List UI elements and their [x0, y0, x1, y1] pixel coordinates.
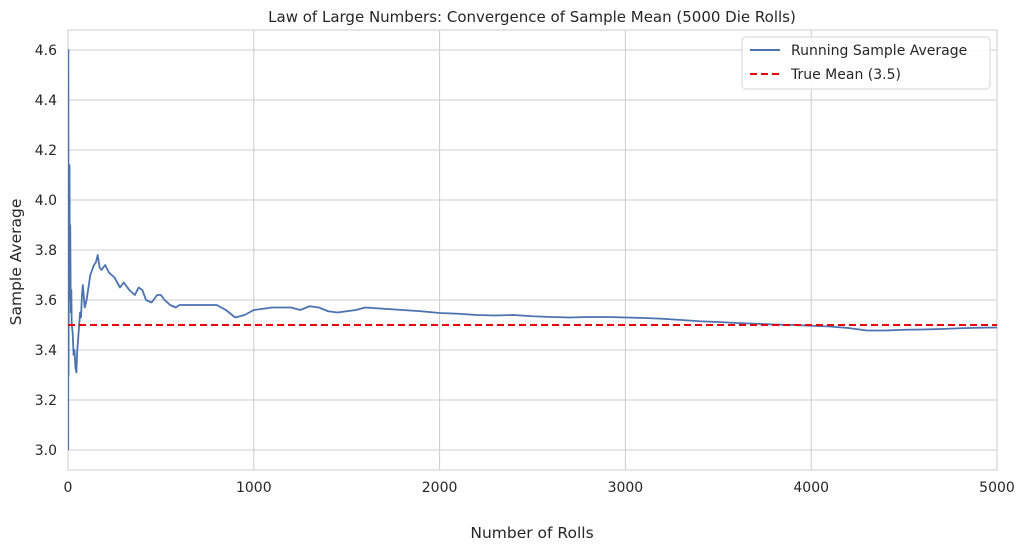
y-tick-label: 3.2: [35, 393, 57, 409]
y-tick-label: 3.6: [35, 293, 57, 309]
x-tick-label: 1000: [236, 480, 272, 496]
y-tick-label: 3.4: [35, 343, 57, 359]
x-axis-ticks: 0 1000 2000 3000 4000 5000: [64, 480, 1015, 496]
series-layer: [68, 49, 997, 451]
y-axis-ticks: 3.0 3.2 3.4 3.6 3.8 4.0 4.2 4.4 4.6: [35, 43, 57, 459]
chart-title: Law of Large Numbers: Convergence of Sam…: [268, 8, 796, 26]
legend-label-true-mean: True Mean (3.5): [790, 67, 901, 83]
x-tick-label: 2000: [422, 480, 458, 496]
legend: Running Sample Average True Mean (3.5): [741, 36, 991, 90]
legend-box: [741, 36, 991, 90]
series-line-running-average: [68, 49, 997, 451]
y-tick-label: 4.6: [35, 43, 57, 59]
y-tick-label: 3.0: [35, 443, 57, 459]
y-axis-label: Sample Average: [7, 199, 25, 326]
y-tick-label: 4.4: [35, 93, 57, 109]
y-tick-label: 4.0: [35, 193, 57, 209]
x-tick-label: 0: [64, 480, 73, 496]
y-tick-label: 4.2: [35, 143, 57, 159]
x-tick-label: 5000: [979, 480, 1015, 496]
y-tick-label: 3.8: [35, 243, 57, 259]
legend-label-running-average: Running Sample Average: [791, 43, 967, 59]
x-axis-label: Number of Rolls: [470, 524, 593, 542]
x-tick-label: 4000: [793, 480, 829, 496]
grid: [67, 30, 998, 470]
x-tick-label: 3000: [608, 480, 644, 496]
